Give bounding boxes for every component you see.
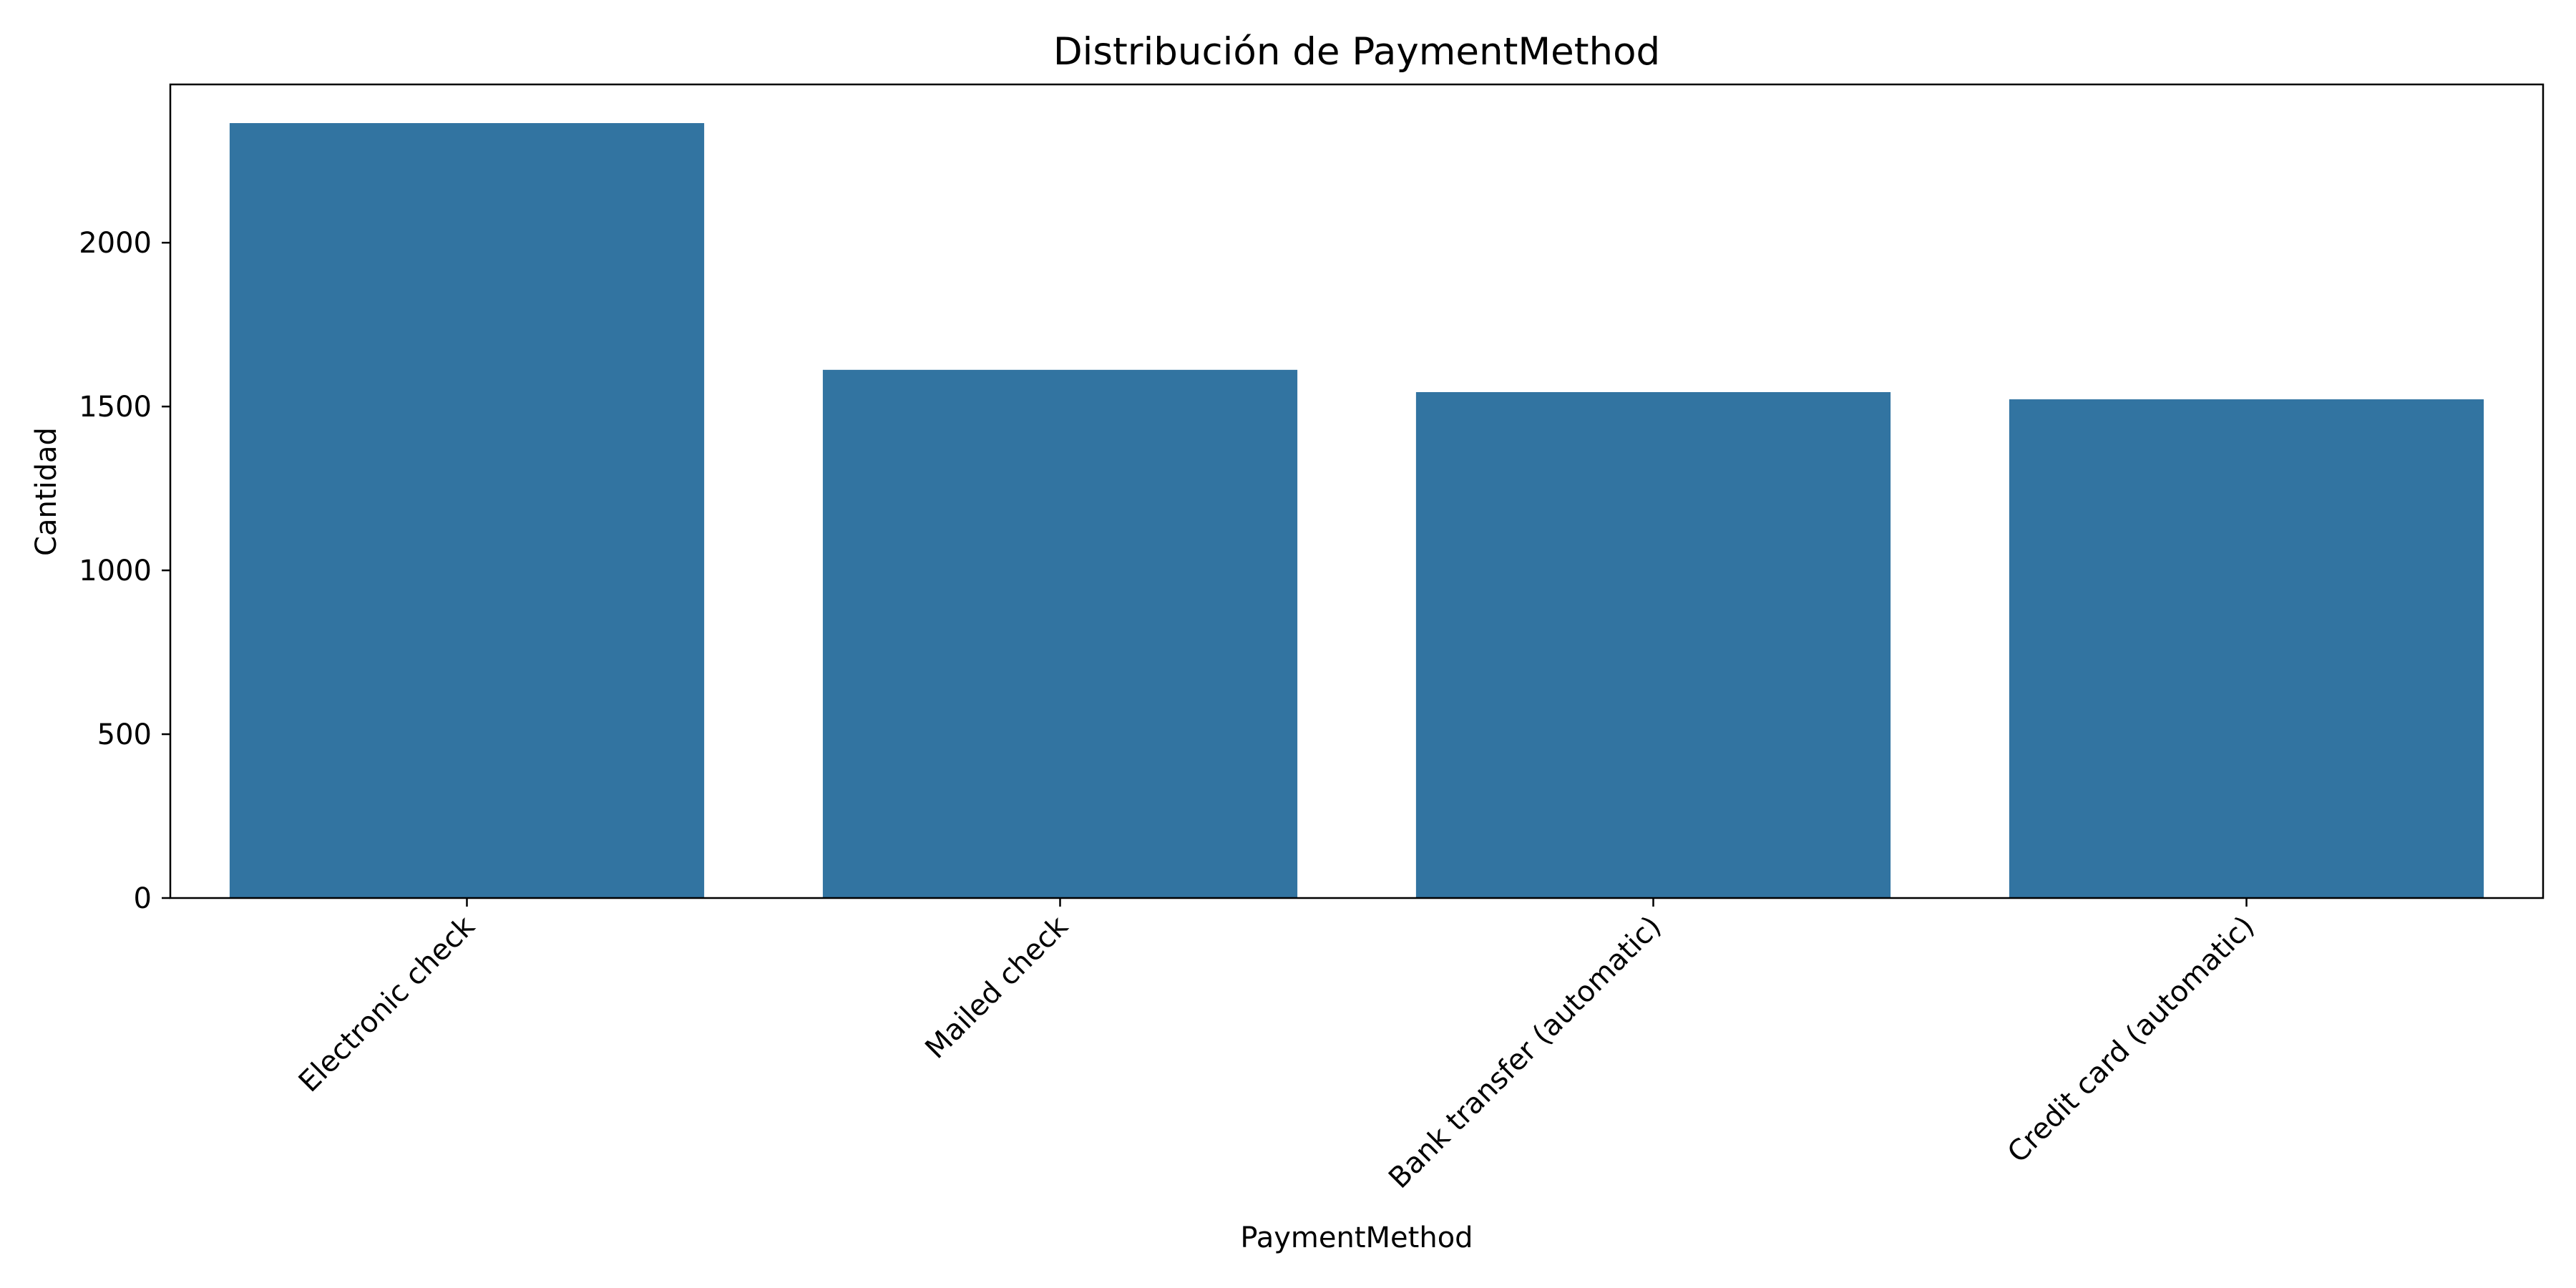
y-tick-label: 1500 [79, 391, 152, 424]
y-tick-label: 1000 [79, 555, 152, 587]
x-tick-label: Mailed check [919, 909, 1075, 1065]
bar-credit-card-automatic [2009, 399, 2484, 898]
y-axis: 0 500 1000 1500 2000 [79, 227, 170, 915]
bar-electronic-check [229, 123, 705, 899]
x-axis: Electronic check Mailed check Bank transfe… [293, 898, 2261, 1195]
x-axis-label: PaymentMethod [1240, 1221, 1473, 1254]
x-tick-label: Credit card (automatic) [2001, 910, 2261, 1170]
x-tick-label: Electronic check [293, 909, 482, 1098]
y-axis-label: Cantidad [30, 427, 63, 556]
y-tick-label: 500 [97, 718, 152, 751]
bar-mailed-check [822, 369, 1298, 898]
x-tick-label: Bank transfer (automatic) [1382, 910, 1667, 1195]
y-tick-label: 0 [134, 882, 152, 915]
bars-group [229, 123, 2484, 899]
y-tick-label: 2000 [79, 227, 152, 260]
plot-frame [169, 83, 2545, 899]
chart-title: Distribución de PaymentMethod [1053, 30, 1660, 74]
bar-bank-transfer-automatic [1415, 391, 1891, 898]
